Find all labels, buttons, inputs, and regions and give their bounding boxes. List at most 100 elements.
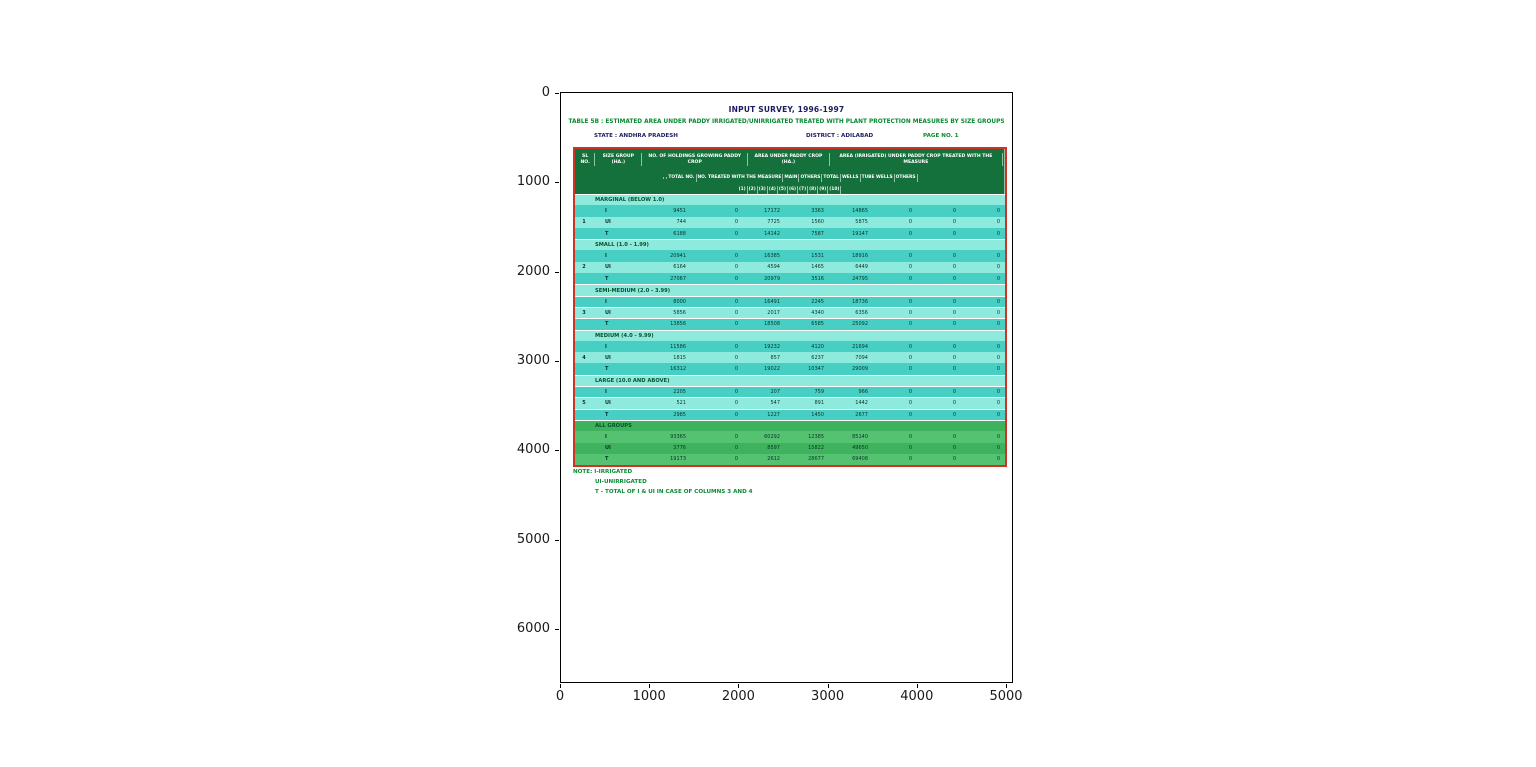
slno-cell: 4: [575, 352, 593, 364]
value-cell: 0: [961, 307, 1005, 319]
row-type-cell: UI: [593, 216, 643, 228]
table-row: 2 UI 6164 0 4594 1465 6449 0 0 0: [575, 261, 1005, 274]
value-cell: 16491: [743, 296, 785, 307]
value-cell: 6356: [829, 307, 873, 319]
value-cell: 0: [917, 307, 961, 319]
group-label-row: LARGE (10.0 AND ABOVE): [575, 374, 1005, 387]
value-cell: 1465: [785, 261, 829, 274]
y-tick-label: 0: [541, 85, 550, 100]
x-tick-label: 0: [555, 689, 565, 704]
header-size-group: SIZE GROUP (HA.): [595, 153, 643, 166]
header-row-subcols: TOTAL NO. NO. TREATED WITH THE MEASURE M…: [575, 170, 1005, 186]
value-cell: 0: [917, 442, 961, 454]
value-cell: 0: [961, 227, 1005, 240]
colnum: (1): [738, 186, 748, 194]
header-sub-others-2: OTHERS: [895, 174, 918, 182]
header-blank-1: [661, 177, 665, 179]
document-title: INPUT SURVEY, 1996-1997: [728, 105, 845, 114]
value-cell: 0: [917, 205, 961, 217]
value-cell: 0: [873, 261, 917, 274]
x-tick-label: 2000: [721, 689, 755, 704]
value-cell: 0: [873, 205, 917, 217]
value-cell: 0: [873, 307, 917, 319]
value-cell: 0: [961, 387, 1005, 398]
slno-cell: [575, 250, 593, 262]
value-cell: 207: [743, 387, 785, 398]
slno-cell: [575, 330, 593, 341]
value-cell: 0: [691, 319, 743, 330]
value-cell: 3776: [643, 442, 691, 454]
value-cell: 0: [961, 398, 1005, 409]
value-cell: 0: [961, 340, 1005, 353]
table-row: T 16312 0 19022 10347 29009 0 0 0: [575, 363, 1005, 375]
slno-cell: [575, 420, 593, 432]
note-line: T - TOTAL OF I & UI IN CASE OF COLUMNS 3…: [595, 489, 753, 495]
state-label: STATE : ANDHRA PRADESH: [594, 133, 678, 139]
row-type-cell: T: [593, 227, 643, 240]
value-cell: 0: [961, 216, 1005, 228]
colnum: (9): [819, 186, 829, 194]
slno-cell: 1: [575, 216, 593, 228]
value-cell: 0: [691, 387, 743, 398]
header-sub-main: MAIN: [784, 174, 800, 182]
value-cell: 0: [873, 398, 917, 409]
row-type-cell: T: [593, 363, 643, 375]
header-area-group: AREA UNDER PADDY CROP (HA.): [748, 153, 830, 166]
value-cell: 0: [691, 431, 743, 443]
colnum: (2): [748, 186, 758, 194]
size-group-label: LARGE (10.0 AND ABOVE): [593, 375, 1005, 387]
table-row: T 27067 0 20979 3516 24795 0 0 0: [575, 273, 1005, 285]
value-cell: 21694: [829, 340, 873, 353]
value-cell: 14865: [829, 205, 873, 217]
value-cell: 891: [785, 398, 829, 409]
value-cell: 744: [643, 216, 691, 228]
value-cell: 0: [917, 216, 961, 228]
value-cell: 60292: [743, 431, 785, 443]
slno-cell: [575, 205, 593, 217]
value-cell: 6188: [643, 227, 691, 240]
value-cell: 0: [917, 387, 961, 398]
value-cell: 20979: [743, 273, 785, 285]
value-cell: 4594: [743, 261, 785, 274]
table-row: T 6188 0 14142 7587 19147 0 0 0: [575, 227, 1005, 240]
value-cell: 0: [961, 261, 1005, 274]
row-type-cell: I: [593, 250, 643, 262]
y-tick-label: 4000: [516, 442, 550, 458]
value-cell: 13856: [643, 319, 691, 330]
header-holdings-group: NO. OF HOLDINGS GROWING PADDY CROP: [642, 153, 749, 166]
row-type-cell: UI: [593, 398, 643, 409]
value-cell: 0: [873, 216, 917, 228]
value-cell: 0: [917, 273, 961, 285]
header-sub-wells: WELLS: [841, 174, 861, 182]
y-tick-label: 5000: [516, 531, 550, 547]
value-cell: 0: [873, 453, 917, 466]
value-cell: 18508: [743, 319, 785, 330]
value-cell: 0: [691, 216, 743, 228]
value-cell: 0: [961, 431, 1005, 443]
table-header: SL NO. SIZE GROUP (HA.) NO. OF HOLDINGS …: [575, 149, 1005, 194]
x-tick-mark: [649, 684, 651, 688]
y-tick-mark: [555, 539, 559, 541]
value-cell: 0: [873, 319, 917, 330]
table-row: I 11586 0 19232 4120 21694 0 0 0: [575, 340, 1005, 353]
table-row: I 9451 0 17172 3363 14865 0 0 0: [575, 205, 1005, 217]
table-row: T 13856 0 18508 6585 25092 0 0 0: [575, 318, 1005, 330]
value-cell: 28677: [785, 453, 829, 466]
value-cell: 18916: [829, 250, 873, 262]
value-cell: 19022: [743, 363, 785, 375]
row-type-cell: UI: [593, 307, 643, 319]
value-cell: 69408: [829, 453, 873, 466]
value-cell: 0: [961, 352, 1005, 364]
y-tick-mark: [555, 182, 559, 184]
value-cell: 2245: [785, 296, 829, 307]
value-cell: 0: [691, 307, 743, 319]
value-cell: 0: [961, 409, 1005, 420]
colnum: (3): [758, 186, 768, 194]
value-cell: 521: [643, 398, 691, 409]
x-tick-label: 4000: [900, 689, 934, 704]
note-line: UI-UNIRRIGATED: [595, 479, 647, 485]
value-cell: 0: [917, 227, 961, 240]
footnotes: NOTE: I-IRRIGATED UI-UNIRRIGATED T - TOT…: [573, 467, 753, 497]
header-sub-total-no: TOTAL NO.: [668, 174, 697, 182]
value-cell: 25092: [829, 319, 873, 330]
